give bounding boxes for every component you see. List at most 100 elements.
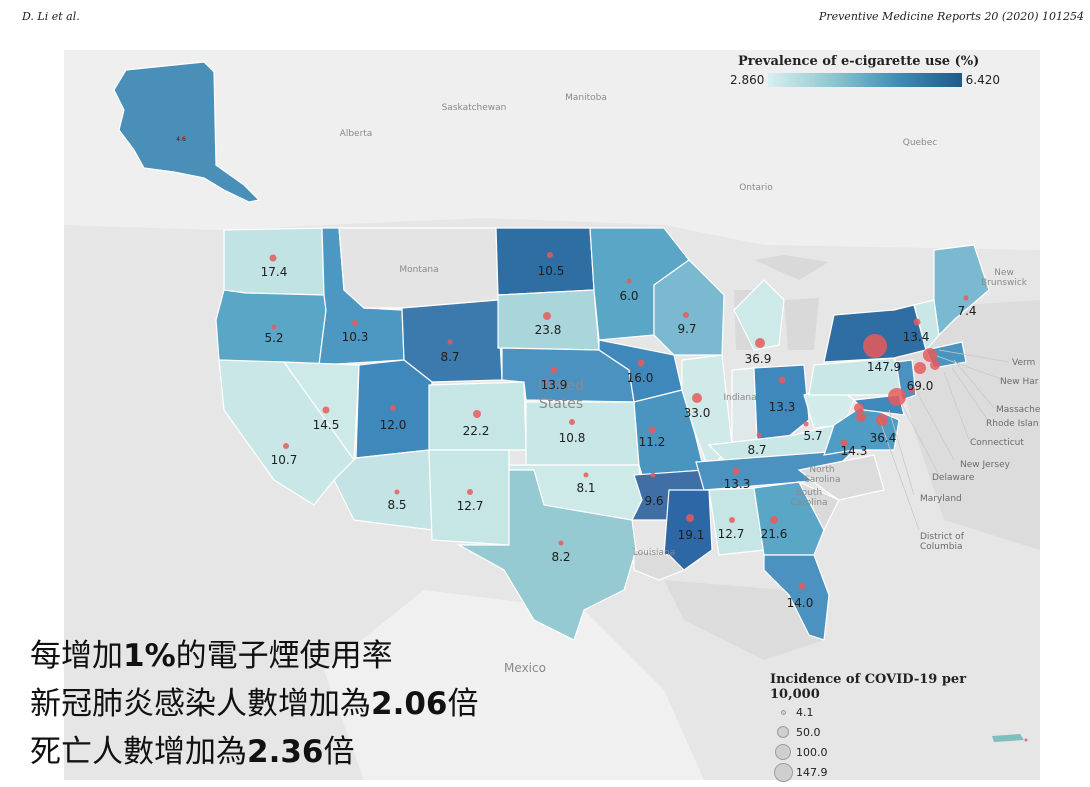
state-WA[interactable]	[223, 227, 325, 296]
value-OR: 5.2	[264, 331, 283, 345]
place-new-brunswick-2: Brunswick	[981, 278, 1028, 288]
atlantic-ocean	[884, 300, 1040, 550]
state-ME[interactable]	[933, 244, 990, 337]
value-WA: 17.4	[261, 265, 288, 279]
value-SD: 23.8	[535, 323, 562, 337]
incidence-bubbles	[181, 136, 969, 590]
size-legend-label: 50.0	[796, 725, 821, 739]
bubble-AR	[650, 472, 656, 478]
color-legend-min: 2.860	[730, 73, 765, 87]
value-AR: 9.6	[644, 494, 663, 508]
value-WV: 5.7	[803, 429, 822, 443]
puerto-rico[interactable]	[992, 734, 1024, 742]
header-author: D. Li et al.	[22, 10, 80, 23]
place-mexico: Mexico	[504, 661, 546, 675]
bubble-CO	[473, 410, 481, 418]
size-legend-item: 147.9	[770, 762, 1010, 782]
overlay-caption: 每增加1%的電子煙使用率 新冠肺炎感染人數增加為2.06倍 死亡人數增加為2.3…	[30, 632, 479, 776]
bubble-MO	[648, 426, 656, 434]
value-NM: 12.7	[457, 499, 484, 513]
bubble-WY	[447, 339, 453, 345]
state-TX[interactable]	[456, 469, 637, 641]
bubble-OH	[778, 376, 786, 384]
value-VA: 14.3	[841, 444, 868, 458]
side-label-rhode-island: Rhode Islan	[986, 419, 1039, 429]
state-FL[interactable]	[763, 554, 830, 641]
value-CA: 10.7	[271, 453, 298, 467]
bubble-VT-NH	[913, 318, 921, 326]
state-NC	[797, 454, 885, 501]
size-legend-item: 4.1	[770, 702, 1010, 722]
overlay-line-2-b: 2.06	[371, 686, 448, 722]
overlay-line-2: 新冠肺炎感染人數增加為2.06倍	[30, 680, 479, 728]
state-MS[interactable]	[663, 489, 713, 571]
us-map[interactable]: Saskatchewan Manitoba Alberta Quebec Ont…	[64, 50, 1040, 780]
side-label-connecticut: Connecticut	[970, 438, 1024, 448]
size-circle-icon	[780, 709, 786, 715]
value-MD: 36.4	[870, 431, 897, 445]
state-SC	[797, 480, 840, 532]
color-legend-title: Prevalence of e-cigarette use (%)	[738, 54, 980, 69]
value-UT: 12.0	[380, 418, 407, 432]
value-CO: 22.2	[463, 424, 490, 438]
bubble-KS	[569, 419, 575, 425]
state-NV[interactable]	[282, 361, 360, 462]
side-label-delaware: Delaware	[932, 473, 975, 483]
value-GA: 21.6	[761, 527, 788, 541]
bubble-CT	[914, 362, 926, 374]
bubble-OK	[583, 472, 589, 478]
value-VT-NH: 13.4	[903, 330, 930, 344]
value-PA: 69.0	[907, 379, 934, 393]
value-NE: 13.9	[541, 378, 568, 392]
bubble-PA	[888, 388, 906, 406]
value-ME: 7.4	[957, 304, 976, 318]
bubble-ME	[963, 295, 969, 301]
state-OR[interactable]	[215, 289, 327, 366]
value-MI: 36.9	[745, 352, 772, 366]
bubble-IA	[637, 359, 645, 367]
overlay-line-3-a: 死亡人數增加為	[30, 734, 247, 770]
bubble-KY	[756, 432, 762, 438]
overlay-line-1-b: 1%	[123, 638, 176, 674]
overlay-line-1: 每增加1%的電子煙使用率	[30, 632, 479, 680]
size-legend-item: 50.0	[770, 722, 1010, 742]
side-label-dc-2: Columbia	[920, 542, 963, 552]
value-MS: 19.1	[678, 528, 705, 542]
bubble-WI	[683, 312, 689, 318]
value-OK: 8.1	[576, 481, 595, 495]
bubble-AZ	[394, 489, 400, 495]
overlay-line-2-c: 倍	[447, 686, 479, 722]
bubble-NE	[550, 366, 558, 374]
bubble-RI	[930, 360, 940, 370]
bubble-CA	[283, 443, 289, 449]
size-legend: Incidence of COVID-19 per 10,000 4.1 50.…	[770, 672, 1010, 782]
state-ND[interactable]	[495, 227, 595, 296]
bubble-TX	[558, 540, 564, 546]
place-states: States	[539, 396, 583, 412]
color-legend-max: 6.420	[965, 73, 1000, 87]
great-lake-superior	[754, 255, 829, 280]
place-alberta: Alberta	[340, 129, 373, 139]
header-journal: Preventive Medicine Reports 20 (2020) 10…	[818, 10, 1084, 23]
place-new-brunswick-1: New	[994, 268, 1014, 278]
state-SD[interactable]	[497, 289, 600, 351]
state-AK[interactable]	[113, 61, 261, 203]
bubble-NV	[322, 406, 330, 414]
place-montana: Montana	[399, 265, 438, 275]
state-GA[interactable]	[753, 481, 825, 556]
bubble-MD	[876, 414, 888, 426]
size-legend-label: 100.0	[796, 745, 828, 759]
bubble-DC	[856, 412, 866, 422]
mexico-land	[324, 590, 704, 780]
bubble-NY	[863, 334, 887, 358]
bubble-TN	[732, 467, 740, 475]
place-north-carolina-2: Carolina	[803, 475, 840, 485]
state-NM[interactable]	[428, 449, 510, 546]
state-MI[interactable]	[733, 279, 785, 351]
side-label-maryland: Maryland	[920, 494, 962, 504]
size-legend-item: 100.0	[770, 742, 1010, 762]
state-AZ[interactable]	[333, 449, 433, 531]
state-OH[interactable]	[753, 364, 810, 441]
value-OH: 13.3	[769, 400, 796, 414]
map-panel[interactable]: Saskatchewan Manitoba Alberta Quebec Ont…	[64, 50, 1040, 780]
